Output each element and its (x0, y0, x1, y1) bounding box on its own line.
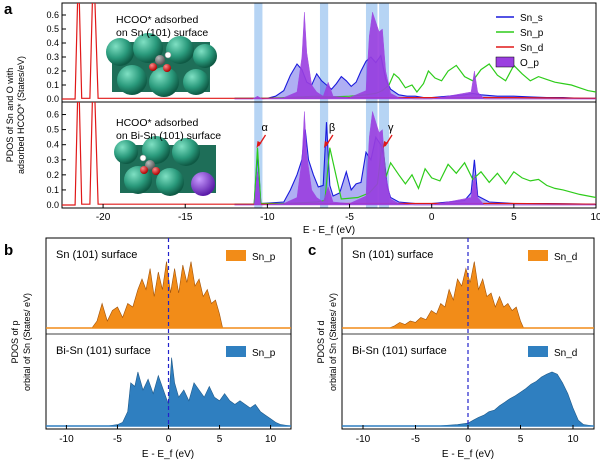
series-group (62, 3, 596, 100)
panel-b-top-legend-swatch (226, 250, 246, 261)
x-tick-label: 5 (518, 434, 524, 445)
series-sn-s-fill (234, 122, 596, 205)
x-tick-label: -5 (411, 434, 420, 445)
x-tick-label: -15 (178, 212, 193, 223)
x-tick-label: 0 (429, 212, 435, 223)
panel-a-legend: Sn_s Sn_p Sn_d O_p (495, 13, 544, 69)
series-o-p (234, 111, 596, 206)
x-tick-label: 0 (166, 434, 172, 445)
panel-c-bottom-legend-label: Sn_d (554, 348, 577, 359)
y-tick-label: 0.6 (46, 110, 59, 120)
series-sn-p (234, 140, 596, 205)
panel-a-ylabel-line1: PDOS of Sn and O with (5, 68, 15, 163)
x-tick-label: 10 (590, 212, 600, 223)
legend-label-o-p: O_p (520, 58, 539, 69)
x-tick-label: -5 (113, 434, 122, 445)
highlight-band-1 (254, 3, 263, 208)
y-tick-label: 0.3 (46, 155, 59, 165)
highlight-band-4 (379, 3, 389, 208)
panel-a-top-title-1: HCOO* adsorbed (116, 14, 198, 26)
series-sn-s (234, 122, 596, 205)
y-tick-label: 0.2 (46, 170, 59, 180)
panel-b-ylabel-line2: orbital of Sn (States/ eV) (22, 293, 32, 391)
series-group (62, 102, 596, 206)
x-tick-label: -10 (59, 434, 74, 445)
x-tick-label: -5 (345, 212, 354, 223)
legend-label-sn-s: Sn_s (520, 13, 543, 24)
panel-c: Sn (101) surface Bi-Sn (101) surface Sn_… (341, 237, 595, 445)
panel-a-ylabel-line2: adsorbed HCOO* (States/eV) (16, 56, 26, 174)
annotation-gamma: γ (388, 122, 394, 134)
panel-b-xlabel: E - E_f (eV) (142, 449, 194, 460)
y-tick-label: 0.5 (46, 125, 59, 135)
annotation-arrowhead (383, 141, 389, 148)
series-o-p (234, 12, 596, 100)
panel-c-top-legend-swatch (528, 250, 548, 261)
panel-label-c: c (308, 242, 316, 259)
y-tick-label: 0.4 (46, 140, 59, 150)
panel-a-top-title-2: on Sn (101) surface (116, 27, 208, 39)
y-tick-label: 0.1 (46, 185, 59, 195)
x-tick-label: 5 (217, 434, 223, 445)
panel-c-top-legend-label: Sn_d (554, 252, 577, 263)
y-tick-label: 0.4 (46, 38, 59, 48)
panel-c-ylabel-line1: PDOS of d (316, 320, 326, 363)
panel-b-bottom-legend-swatch (226, 346, 246, 357)
panel-a-bottom-frame (61, 101, 597, 209)
y-tick-label: 0.6 (46, 10, 59, 20)
panel-b-top-title: Sn (101) surface (56, 249, 137, 261)
panel-a-xlabel: E - E_f (eV) (303, 225, 355, 236)
panel-label-b: b (4, 242, 13, 259)
series-sn-s-fill (234, 55, 596, 99)
y-tick-label: 0.2 (46, 66, 59, 76)
panel-a-x-axis: -20 -15 -10 -5 0 5 10 (96, 204, 600, 223)
legend-swatch-o-p (495, 56, 515, 68)
highlight-band-2 (319, 3, 329, 208)
panel-label-a: a (4, 1, 13, 18)
panel-b: Sn (101) surface Bi-Sn (101) surface Sn_… (45, 237, 292, 445)
y-tick-label: 0.3 (46, 52, 59, 62)
legend-label-sn-d: Sn_d (520, 43, 543, 54)
c-series-bi-sn-101-surface-sn-d (342, 371, 595, 427)
panel-c-bottom-legend-swatch (528, 346, 548, 357)
x-tick-label: -10 (260, 212, 275, 223)
annotation-arrowhead (323, 141, 329, 148)
panel-a-bottom-title-1: HCOO* adsorbed (116, 117, 198, 129)
panel-a-bottom-title-2: on Bi-Sn (101) surface (116, 130, 221, 142)
panel-b-ylabel-line1: PDOS of p (10, 320, 20, 363)
annotation-arrowhead (256, 141, 262, 148)
y-tick-label: 0.5 (46, 24, 59, 34)
x-tick-label: 5 (511, 212, 517, 223)
x-tick-label: 0 (465, 434, 471, 445)
b-series-bi-sn-101-surface-sn-p (46, 357, 292, 427)
sn-surface-molecule-illustration (106, 33, 217, 97)
y-tick-label: 0.0 (46, 94, 59, 104)
panel-a-bottom-subplot: 0.0 0.1 0.2 0.3 0.4 0.5 0.6 HCOO* adsorbed on … (46, 101, 597, 210)
panel-a-top-subplot: 0.0 0.1 0.2 0.3 0.4 0.5 0.6 HCOO* adsorbed on … (46, 2, 597, 104)
y-tick-label: 0.0 (46, 200, 59, 210)
panel-b-bottom-legend-label: Sn_p (252, 348, 276, 359)
annotation-beta: β (329, 122, 335, 134)
y-tick-label: 0.1 (46, 80, 59, 90)
annotation-alpha: α (262, 122, 269, 134)
x-tick-label: 10 (265, 434, 277, 445)
x-tick-label: -10 (356, 434, 371, 445)
panel-b-top-legend-label: Sn_p (252, 252, 276, 263)
highlight-bands (254, 3, 389, 208)
panel-c-bottom-title: Bi-Sn (101) surface (352, 345, 447, 357)
panel-c-top-title: Sn (101) surface (352, 249, 433, 261)
panel-b-bottom-title: Bi-Sn (101) surface (56, 345, 151, 357)
x-tick-label: -20 (96, 212, 111, 223)
bisn-surface-molecule-illustration (114, 136, 216, 196)
panel-c-xlabel: E - E_f (eV) (442, 449, 494, 460)
panel-c-ylabel-line2: orbital of Sn (States/ eV) (328, 293, 338, 391)
x-tick-label: 10 (567, 434, 579, 445)
highlight-band-3 (365, 3, 378, 208)
legend-label-sn-p: Sn_p (520, 28, 544, 39)
